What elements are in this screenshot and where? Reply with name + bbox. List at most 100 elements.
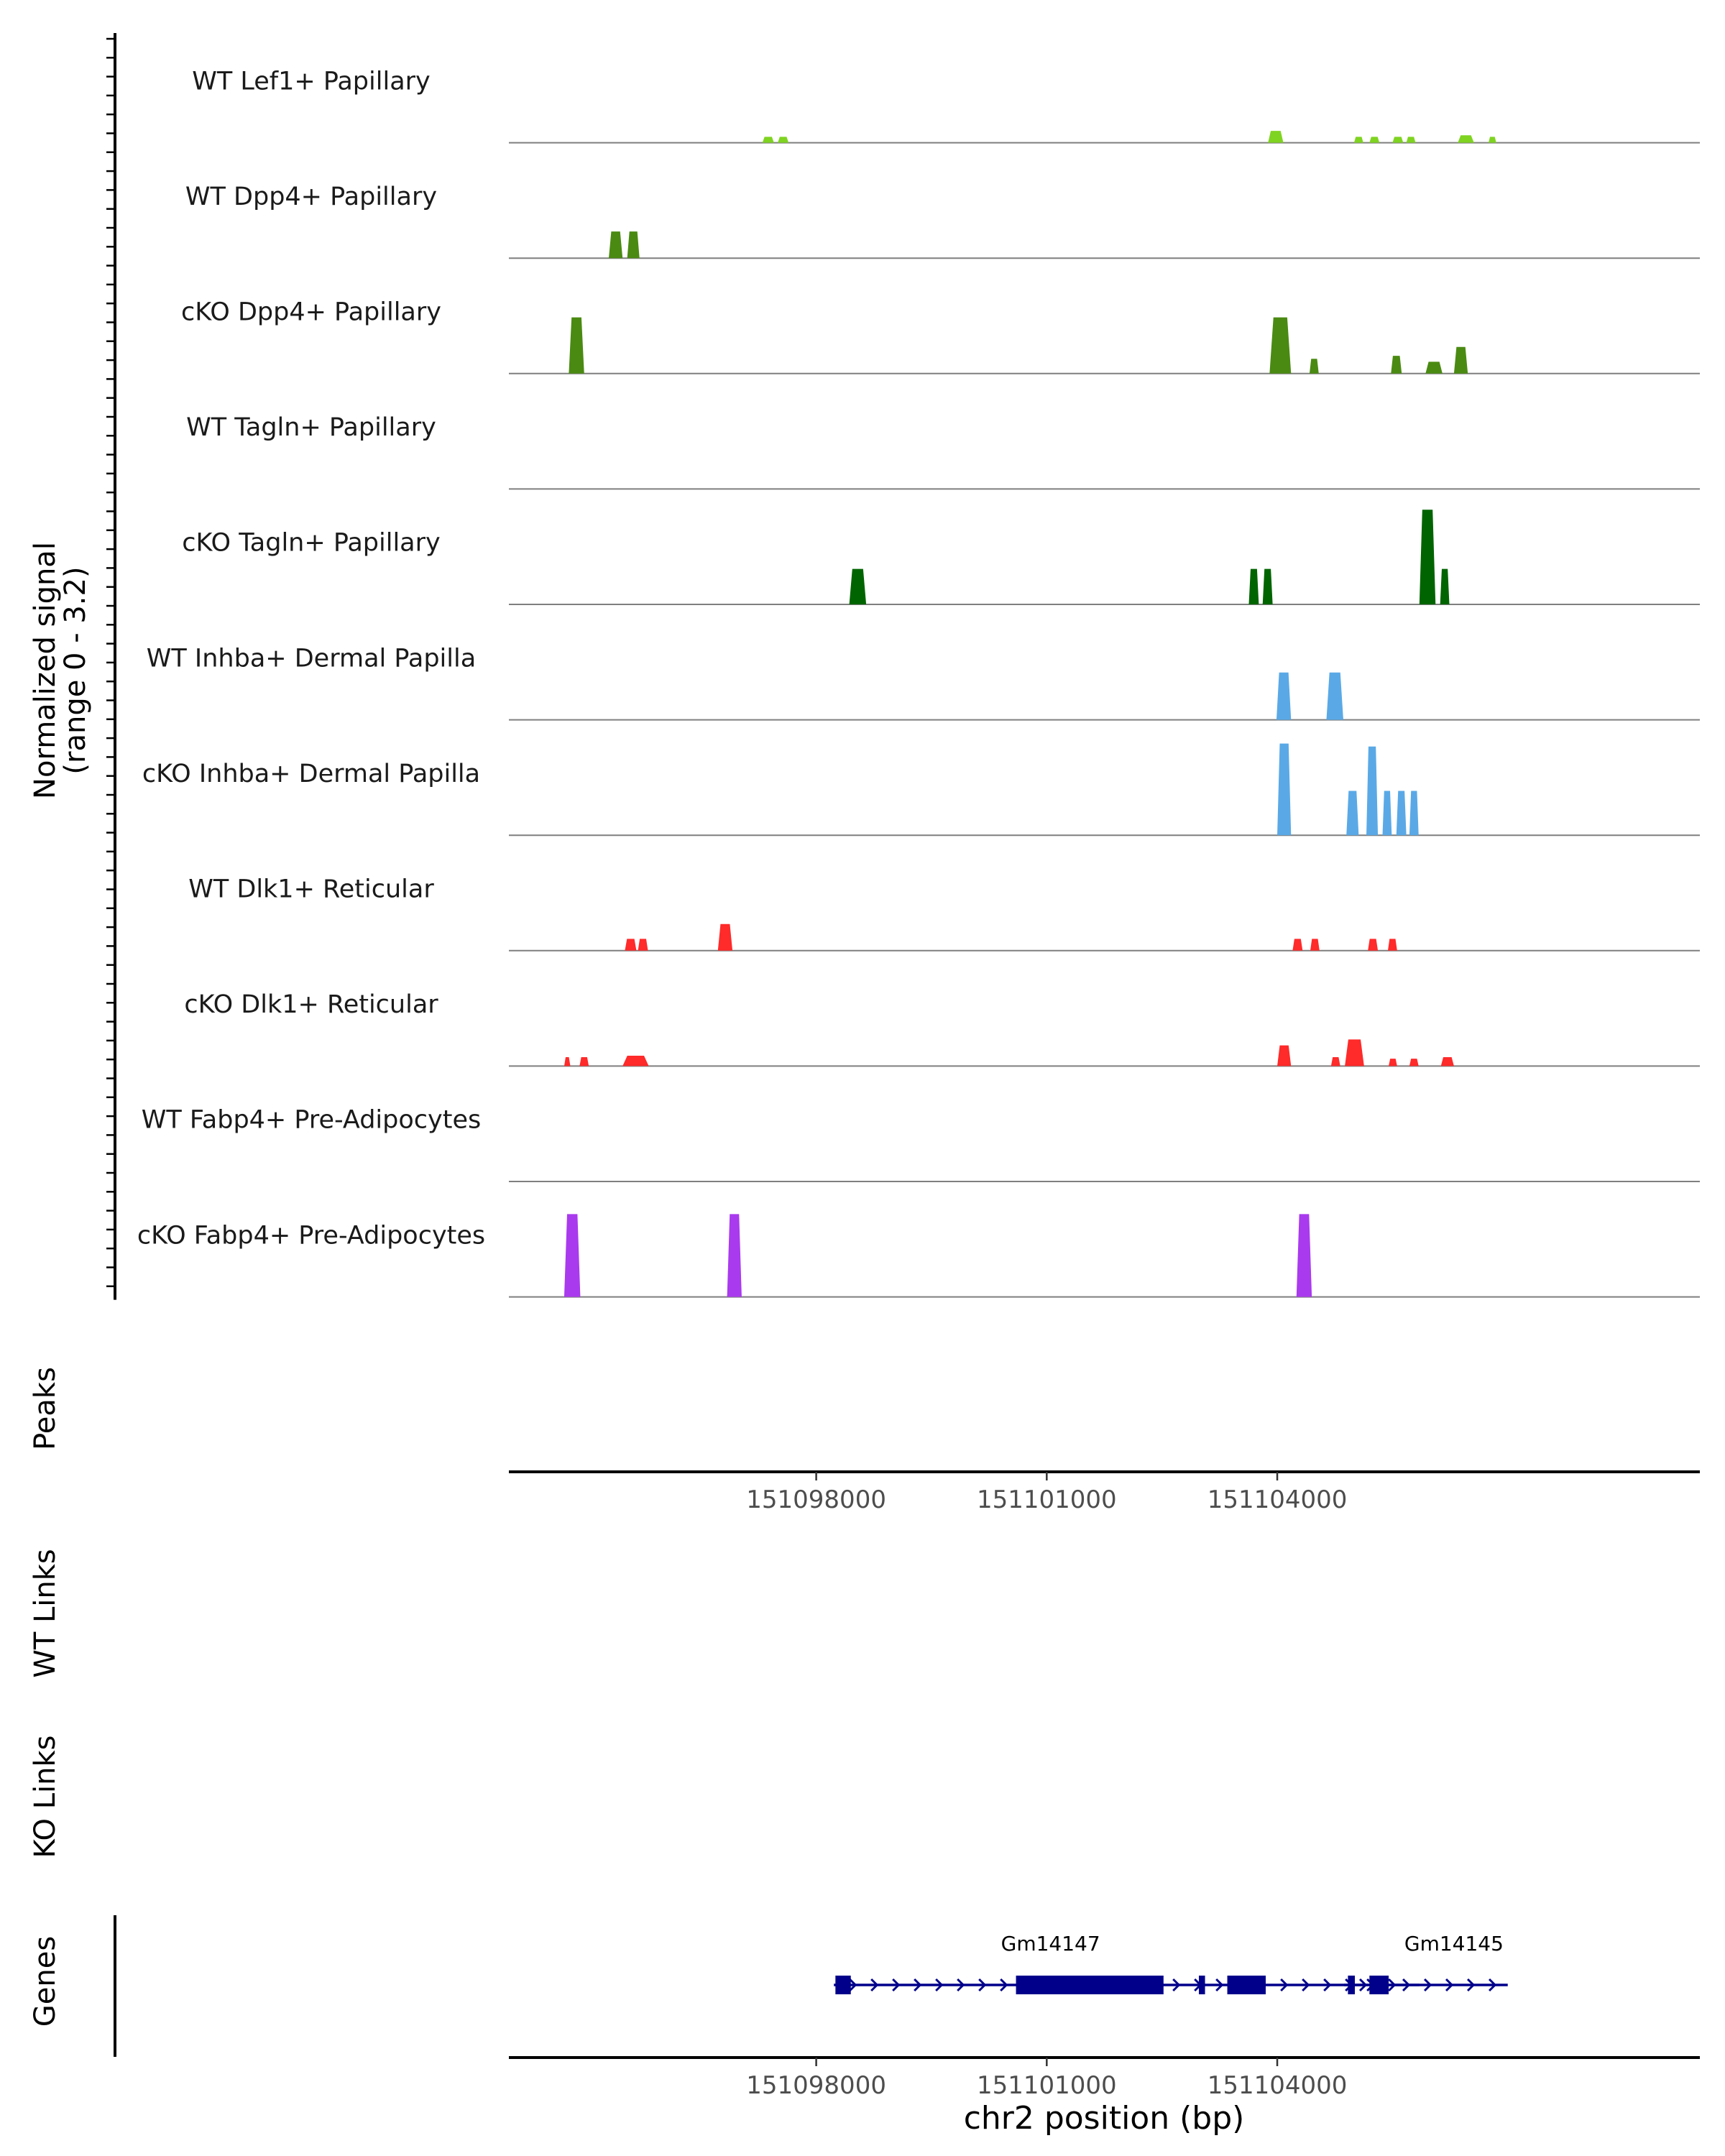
gene-exon — [1016, 1976, 1164, 1994]
signal-peak — [1262, 568, 1273, 604]
signal-peak — [1310, 939, 1320, 951]
signal-peak — [1453, 346, 1468, 374]
signal-peak — [1268, 131, 1284, 143]
signal-peak — [1391, 356, 1402, 374]
y-axis-layer: Normalized signal (range 0 - 3.2) — [29, 33, 116, 1300]
signal-peak — [1489, 137, 1496, 143]
signal-peak — [1458, 135, 1474, 143]
signal-peak — [1419, 510, 1436, 604]
strand-arrow — [1000, 1978, 1008, 1992]
signal-peak — [627, 231, 640, 259]
strand-arrow — [1215, 1978, 1224, 1992]
signal-peak — [1269, 317, 1292, 374]
x-axis-layer: chr2 position (bp) 151098000 151101000 151… — [509, 1470, 1700, 2137]
signal-peak — [1440, 1057, 1454, 1067]
strand-arrow — [1280, 1978, 1289, 1992]
signal-peak — [608, 231, 623, 259]
signal-peak — [1396, 791, 1407, 836]
strand-arrow — [1488, 1978, 1497, 1992]
coverage-track — [509, 743, 1700, 837]
track-label: cKO Dlk1+ Reticular — [184, 990, 438, 1019]
gene-exon — [1198, 1976, 1205, 1994]
signal-peak — [762, 137, 774, 143]
signal-peak — [564, 1057, 571, 1067]
coverage-track — [509, 1039, 1700, 1067]
signal-peak — [1346, 791, 1359, 836]
signal-peak — [569, 317, 584, 374]
coverage-track — [509, 923, 1700, 952]
track-label: WT Tagln+ Papillary — [186, 413, 436, 442]
track-label: cKO Fabp4+ Pre-Adipocytes — [137, 1221, 485, 1250]
signal-peak — [1368, 939, 1379, 951]
signal-peak — [579, 1057, 589, 1067]
signal-peak — [1292, 939, 1303, 951]
signal-peak — [778, 137, 789, 143]
track-label: WT Inhba+ Dermal Papilla — [147, 644, 476, 673]
peaks-track: Peaks — [29, 1367, 62, 1450]
x-tick-label-genes: 151104000 — [1208, 2071, 1348, 2100]
strand-arrow — [892, 1978, 901, 1992]
wt-links-label: WT Links — [29, 1549, 62, 1677]
strand-arrow — [1323, 1978, 1332, 1992]
signal-peak — [622, 1055, 649, 1067]
signal-peak — [1425, 361, 1443, 374]
signal-peak — [1353, 137, 1363, 143]
coverage-track — [509, 131, 1700, 144]
coverage-track — [509, 510, 1700, 605]
signal-peak — [1296, 1214, 1312, 1297]
genes-track-label: Genes — [29, 1936, 62, 2027]
signal-peak — [849, 568, 867, 604]
signal-peak — [727, 1214, 742, 1297]
signal-peak — [564, 1214, 581, 1297]
x-tick-label-genes: 151098000 — [746, 2071, 886, 2100]
signal-peak — [1387, 939, 1397, 951]
strand-arrow — [1172, 1978, 1181, 1992]
signal-peak — [1366, 746, 1379, 836]
track-label: cKO Dpp4+ Papillary — [181, 298, 441, 327]
strand-arrow — [935, 1978, 944, 1992]
links-tracks: WT Links KO Links — [29, 1549, 62, 1858]
gene-exon — [1227, 1976, 1266, 1994]
track-label: WT Lef1+ Papillary — [192, 67, 431, 96]
coverage-track — [509, 317, 1700, 374]
strand-arrow — [978, 1978, 987, 1992]
strand-arrow — [1445, 1978, 1454, 1992]
x-axis-label: chr2 position (bp) — [964, 2100, 1245, 2137]
signal-peak — [1277, 743, 1292, 836]
coverage-track — [509, 672, 1700, 721]
signal-peak — [1392, 137, 1404, 143]
strand-arrow — [1423, 1978, 1432, 1992]
signal-peak — [1248, 568, 1259, 604]
signal-peak — [1369, 137, 1380, 143]
genes-track: Genes Gm14147 Gm14145 — [29, 1915, 1508, 2057]
x-tick-label-peaks: 151104000 — [1208, 1485, 1348, 1514]
signal-peak — [1330, 1057, 1340, 1067]
gene-name-label: Gm14147 — [1001, 1932, 1100, 1955]
gene-name-label: Gm14145 — [1404, 1932, 1504, 1955]
signal-peak — [1345, 1039, 1364, 1067]
signal-peak — [1309, 359, 1319, 374]
signal-peak — [1409, 1059, 1419, 1067]
signal-peak — [1276, 672, 1292, 720]
gene-exon — [1348, 1976, 1356, 1994]
ko-links-label: KO Links — [29, 1736, 62, 1858]
track-label: WT Dlk1+ Reticular — [188, 875, 434, 904]
strand-arrow — [1466, 1978, 1476, 1992]
strand-arrow — [1302, 1978, 1310, 1992]
signal-peak — [1389, 1059, 1397, 1067]
strand-arrow — [1358, 1978, 1368, 1992]
track-label: cKO Inhba+ Dermal Papilla — [142, 760, 480, 788]
track-label: WT Fabp4+ Pre-Adipocytes — [142, 1106, 481, 1135]
signal-peak — [638, 939, 648, 951]
y-axis-label-line2: (range 0 - 3.2) — [59, 566, 92, 774]
x-tick-label-peaks: 151098000 — [746, 1485, 886, 1514]
x-tick-label-genes: 151101000 — [977, 2071, 1117, 2100]
track-labels-layer: WT Lef1+ Papillary WT Dpp4+ Papillary cKO … — [137, 67, 485, 1250]
coverage-track — [509, 231, 1700, 259]
y-axis-label-line1: Normalized signal — [29, 542, 62, 799]
signal-peak — [1440, 568, 1450, 604]
coverage-track — [509, 1214, 1700, 1298]
peaks-track-label: Peaks — [29, 1367, 62, 1450]
gene-exon — [835, 1976, 851, 1994]
strand-arrow — [957, 1978, 965, 1992]
